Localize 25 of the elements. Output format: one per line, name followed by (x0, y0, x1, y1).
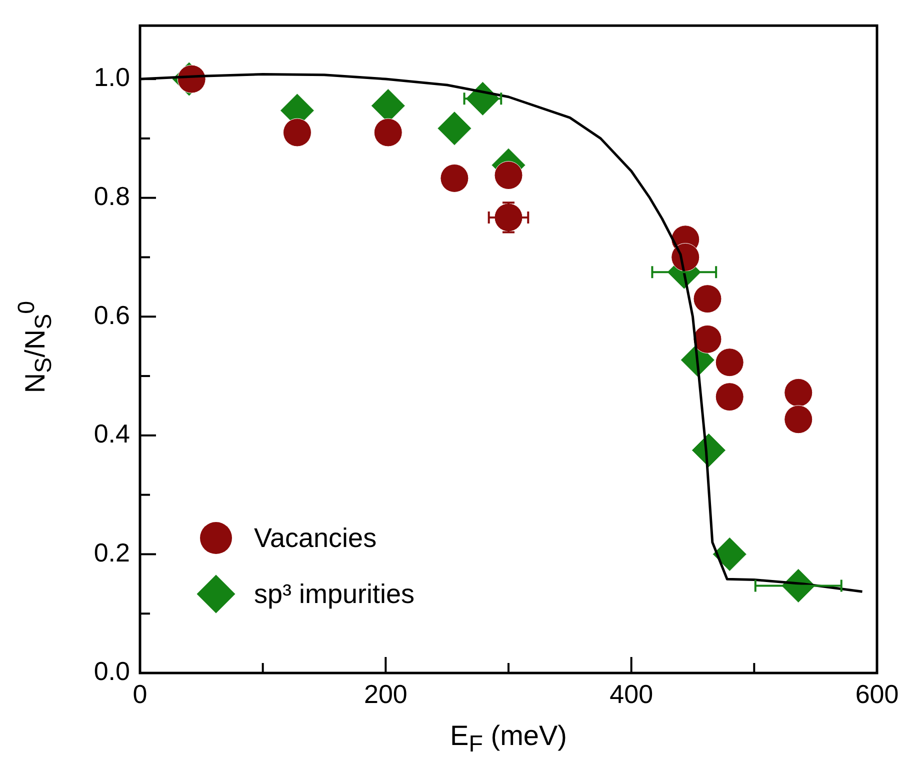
y-tick-label: 0.2 (94, 537, 130, 568)
point (693, 284, 722, 314)
x-tick-label: 600 (855, 679, 899, 710)
point (494, 161, 523, 190)
y-tick-label: 0.4 (94, 418, 130, 449)
point (784, 405, 813, 434)
x-axis-title: E$_{F}$ (meV) (450, 720, 567, 757)
point (282, 118, 312, 147)
point (374, 118, 402, 147)
x-tick-label: 400 (610, 679, 654, 710)
x-tick-label: 200 (364, 679, 408, 710)
legend-label: sp³ impurities (254, 578, 415, 610)
y-tick-label: 0.8 (94, 181, 130, 212)
point (437, 111, 472, 146)
point (715, 348, 744, 377)
point (693, 324, 722, 354)
point (784, 378, 813, 407)
y-tick-label: 1.0 (94, 62, 130, 92)
x-tick-label: 0 (132, 679, 148, 710)
y-tick-label: 0.0 (94, 656, 130, 686)
y-tick-label: 0.6 (94, 300, 130, 330)
point (712, 536, 747, 572)
point (440, 164, 469, 192)
point (715, 382, 744, 412)
legend-label: Vacancies (254, 522, 377, 554)
